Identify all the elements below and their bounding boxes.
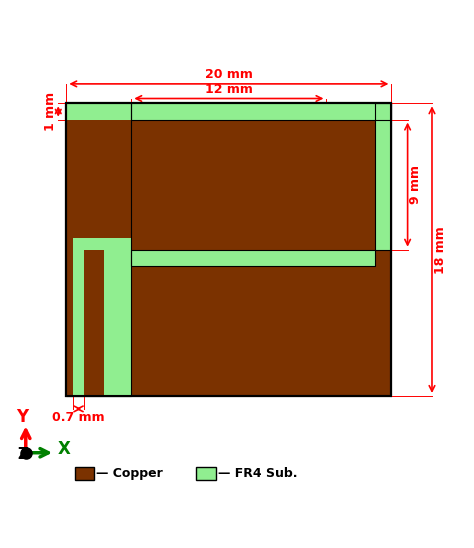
Bar	[66, 250, 73, 396]
Bar	[66, 238, 73, 250]
Text: 9 mm: 9 mm	[409, 165, 422, 204]
Text: X: X	[57, 441, 70, 458]
Bar	[131, 250, 375, 266]
Bar	[66, 104, 392, 396]
Text: 12 mm: 12 mm	[205, 83, 253, 96]
Text: 18 mm: 18 mm	[435, 226, 447, 273]
Bar	[131, 250, 375, 266]
Text: — Copper: — Copper	[96, 467, 163, 481]
Text: 20 mm: 20 mm	[205, 68, 253, 82]
FancyBboxPatch shape	[196, 467, 216, 481]
Bar	[375, 104, 392, 250]
Text: Z: Z	[18, 447, 29, 463]
Bar	[66, 119, 131, 238]
Bar	[66, 104, 392, 396]
FancyBboxPatch shape	[74, 467, 94, 481]
Bar	[375, 104, 392, 250]
Bar	[66, 104, 392, 396]
Bar	[84, 250, 104, 396]
Text: 0.7 mm: 0.7 mm	[52, 412, 105, 424]
Bar	[66, 104, 131, 396]
Bar	[66, 119, 131, 238]
Bar	[66, 104, 131, 396]
Bar	[131, 104, 392, 119]
Bar	[131, 104, 392, 119]
Text: 1 mm: 1 mm	[44, 92, 56, 131]
Text: Y: Y	[17, 408, 28, 426]
Text: — FR4 Sub.: — FR4 Sub.	[219, 467, 298, 481]
